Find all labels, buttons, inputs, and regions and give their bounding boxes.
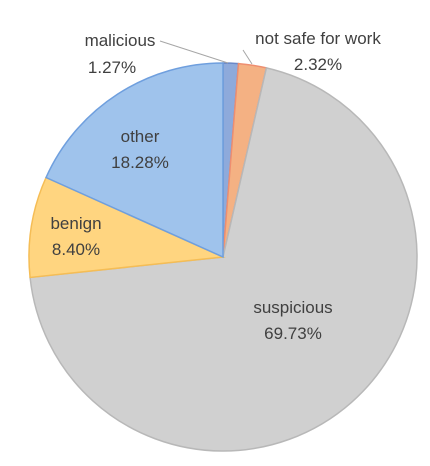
leader-line-not-safe-for-work [242, 49, 253, 65]
slice-value-malicious: 1.27% [88, 58, 136, 77]
leader-lines [159, 40, 253, 65]
pie-slice-suspicious [29, 67, 418, 452]
pie-slice-benign [28, 176, 226, 279]
slice-label-not-safe-for-work: not safe for work [255, 29, 381, 48]
slice-value-benign: 8.40% [52, 240, 100, 259]
slice-labels: malicious 1.27% not safe for work 2.32% susp… [50, 29, 381, 343]
pie-slice-other [45, 62, 224, 259]
leader-line-malicious [159, 40, 229, 64]
slice-value-not-safe-for-work: 2.32% [294, 55, 342, 74]
pie-slices [28, 62, 418, 452]
slice-label-malicious: malicious [85, 31, 156, 50]
slice-value-suspicious: 69.73% [264, 324, 322, 343]
slice-label-benign: benign [50, 214, 101, 233]
slice-value-other: 18.28% [111, 153, 169, 172]
slice-label-suspicious: suspicious [253, 298, 332, 317]
slice-label-other: other [121, 127, 160, 146]
